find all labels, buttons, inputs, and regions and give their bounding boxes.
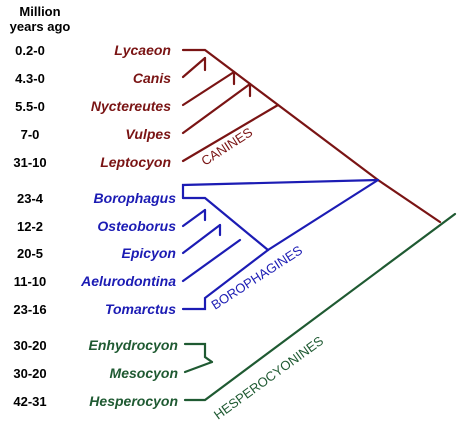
hesperocyonines-branches: [183, 212, 457, 402]
age-canis: 4.3-0: [15, 71, 45, 86]
branch-borophagus: [181, 196, 270, 252]
hesperocyonines-ages: 30-20 30-20 42-31: [13, 338, 46, 409]
branch-nyctereutes: [181, 70, 236, 107]
taxon-osteoborus: Osteoborus: [97, 218, 176, 234]
taxon-lycaeon: Lycaeon: [114, 42, 171, 58]
taxon-hesperocyon: Hesperocyon: [89, 393, 178, 409]
taxon-leptocyon: Leptocyon: [100, 154, 171, 170]
taxon-enhydrocyon: Enhydrocyon: [89, 337, 178, 353]
borophagines-branches: [181, 178, 380, 311]
taxon-borophagus: Borophagus: [94, 190, 177, 206]
branch-mesocyon: [183, 360, 214, 374]
borophagines-taxa: Borophagus Osteoborus Epicyon Aelurodont…: [80, 190, 176, 317]
branch-epicyon: [181, 223, 222, 255]
branch-osteoborus: [181, 208, 207, 228]
hesperocyonines-stem: [183, 212, 457, 402]
age-mesocyon: 30-20: [13, 366, 46, 381]
age-nyctereutes: 5.5-0: [15, 99, 45, 114]
canines-taxa: Lycaeon Canis Nyctereutes Vulpes Leptocy…: [91, 42, 171, 170]
age-leptocyon: 31-10: [13, 155, 46, 170]
branch-tomarctus: [181, 178, 380, 311]
age-aelurodontina: 11-10: [14, 274, 47, 289]
branch-aelurodontina: [181, 238, 242, 283]
taxon-canis: Canis: [133, 70, 171, 86]
borophagines-ages: 23-4 12-2 20-5 11-10 23-16: [13, 191, 46, 317]
branch-leptocyon: [181, 103, 280, 163]
branch-enhydrocyon: [183, 342, 214, 364]
age-hesperocyon: 42-31: [13, 394, 46, 409]
header-years-ago: years ago: [10, 19, 71, 34]
canines-branches: [181, 48, 442, 224]
branch-canis: [181, 56, 207, 79]
borophagines-stem: [181, 178, 380, 200]
taxon-tomarctus: Tomarctus: [105, 301, 176, 317]
clade-label-hesperocyonines: HESPEROCYONINES: [211, 333, 326, 423]
age-vulpes: 7-0: [21, 127, 40, 142]
age-tomarctus: 23-16: [13, 302, 46, 317]
taxon-nyctereutes: Nyctereutes: [91, 98, 171, 114]
taxon-mesocyon: Mesocyon: [110, 365, 178, 381]
age-lycaeon: 0.2-0: [15, 43, 45, 58]
age-epicyon: 20-5: [17, 246, 43, 261]
canines-stem: [181, 48, 442, 224]
canines-ages: 0.2-0 4.3-0 5.5-0 7-0 31-10: [13, 43, 46, 170]
branch-vulpes: [181, 82, 252, 135]
header-million: Million: [19, 4, 60, 19]
taxon-vulpes: Vulpes: [125, 126, 171, 142]
age-borophagus: 23-4: [17, 191, 44, 206]
age-enhydrocyon: 30-20: [13, 338, 46, 353]
taxon-aelurodontina: Aelurodontina: [80, 273, 176, 289]
taxon-epicyon: Epicyon: [122, 245, 176, 261]
hesperocyonines-taxa: Enhydrocyon Mesocyon Hesperocyon: [89, 337, 178, 409]
age-osteoborus: 12-2: [17, 219, 43, 234]
